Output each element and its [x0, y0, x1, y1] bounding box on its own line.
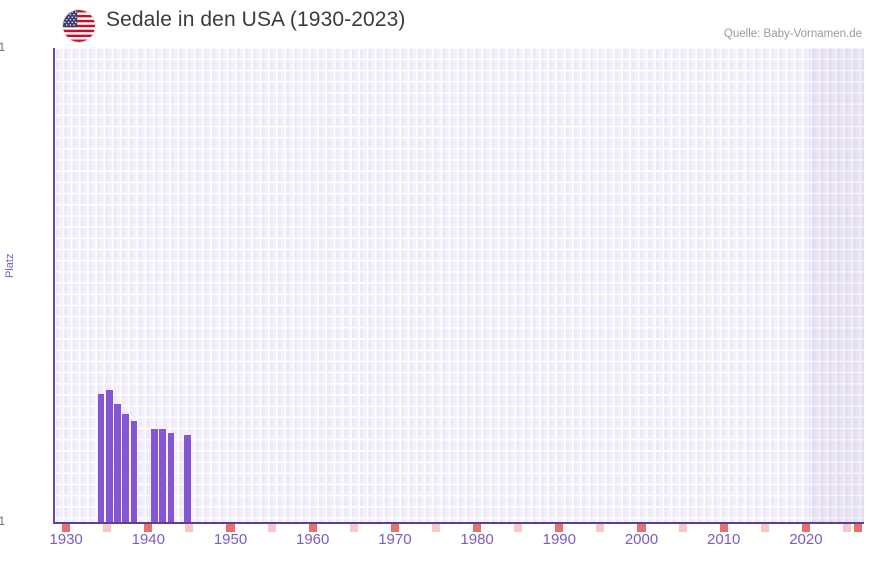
bar-1988[interactable] [130, 421, 138, 522]
x-axis-tick-labels: 1930 1940 1950 1960 1970 1980 1990 2000 2010 2020 [49, 531, 862, 561]
x-axis-label-1990: 1990 [542, 531, 576, 548]
x-axis-tick-mark [596, 524, 605, 532]
bar-1994[interactable] [184, 435, 191, 522]
y-axis-tick-bottom: 12551 [0, 516, 5, 528]
x-axis-tick-mark [62, 524, 71, 532]
bar-1985[interactable] [106, 390, 113, 522]
x-axis-label-1930: 1930 [49, 531, 83, 548]
x-axis-tick-mark [842, 524, 852, 532]
x-axis-label-1940: 1940 [131, 531, 165, 548]
x-axis-label-1980: 1980 [460, 531, 494, 548]
bar-1990[interactable] [151, 429, 158, 522]
plot-area [53, 48, 864, 524]
x-axis-tick-mark [719, 524, 728, 532]
x-axis-tick-mark [854, 524, 863, 532]
bar-1986[interactable] [114, 404, 121, 522]
x-axis-label-2000: 2000 [624, 531, 659, 548]
x-axis-tick-mark [473, 524, 482, 532]
x-axis-label-1950: 1950 [213, 531, 248, 548]
x-axis-tick-mark [308, 524, 317, 532]
x-axis-tick-mark [267, 524, 276, 532]
x-axis-tick-mark [637, 524, 646, 532]
bar-1987[interactable] [122, 414, 129, 522]
bars-layer [55, 48, 864, 522]
x-axis-label-1970: 1970 [378, 531, 412, 548]
x-axis-tick-mark [144, 524, 153, 532]
x-axis-tick-marks [53, 524, 863, 532]
bar-1992[interactable] [167, 433, 175, 522]
x-axis-tick-mark [226, 524, 235, 532]
x-axis-tick-mark [760, 524, 769, 532]
bar-1984[interactable] [97, 394, 105, 522]
us-flag-icon [63, 10, 95, 42]
x-axis-tick-mark [349, 524, 358, 532]
x-axis-tick-mark [555, 524, 564, 532]
x-axis-tick-mark [390, 524, 399, 532]
x-axis-label-2010: 2010 [707, 531, 741, 548]
page-title: Sedale in den USA (1930-2023) [106, 8, 406, 31]
y-axis-title: Platz [4, 253, 16, 278]
x-axis-tick-mark [678, 524, 687, 532]
x-axis-tick-mark [185, 524, 194, 532]
x-axis-tick-mark [431, 524, 441, 532]
chart-header: Sedale in den USA (1930-2023) Quelle: Ba… [0, 0, 873, 48]
y-axis-tick-top: 1 [0, 42, 5, 54]
x-axis-tick-mark [514, 524, 523, 532]
x-axis-label-2020: 2020 [789, 531, 823, 548]
x-axis-tick-mark [103, 524, 112, 532]
source-credit: Quelle: Baby-Vornamen.de [723, 28, 862, 40]
bar-1991[interactable] [159, 429, 166, 522]
x-axis-tick-mark [801, 524, 810, 532]
x-axis-label-1960: 1960 [296, 531, 330, 548]
